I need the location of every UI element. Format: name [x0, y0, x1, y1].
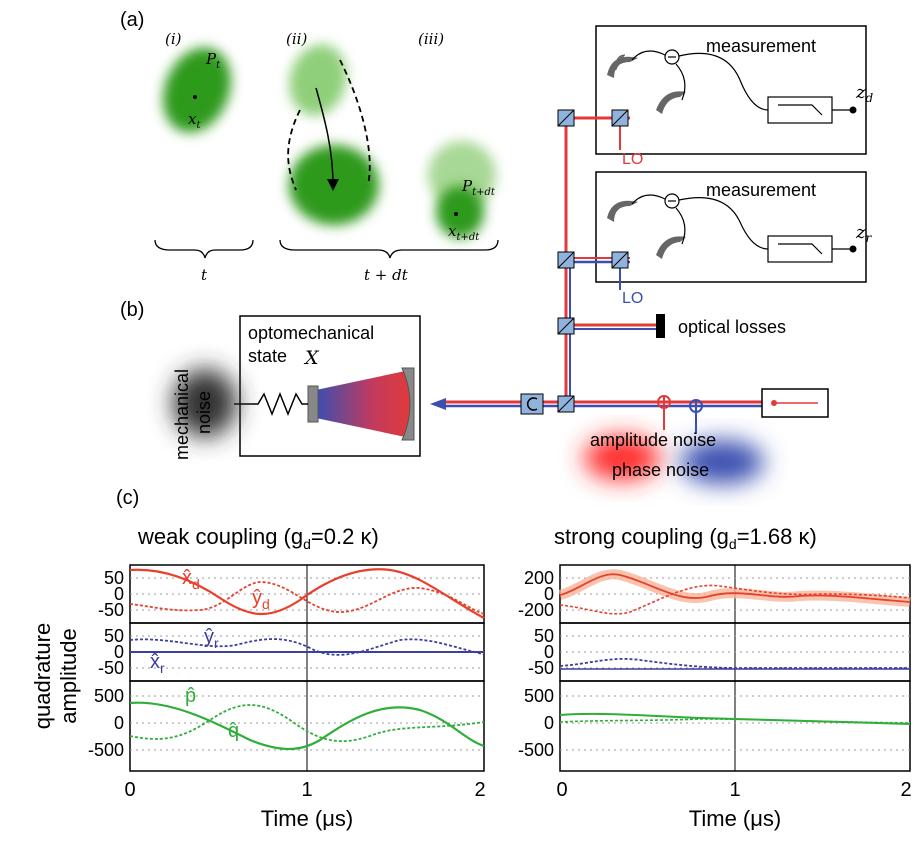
output-zd-label: zd — [855, 82, 873, 105]
svg-text:-500: -500 — [88, 740, 124, 760]
label-yd: ŷd — [252, 587, 270, 612]
left-y-ticks: 50 0 -50 50 0 -50 500 0 -500 — [88, 568, 124, 760]
y-axis-label-1: quadrature — [30, 623, 55, 729]
mechanical-noise-label-1: mechanical — [172, 369, 192, 460]
state-iii-label: (iii) — [418, 30, 444, 48]
optomech-symbol: X — [303, 347, 320, 369]
x-axis-label-left: Time (μs) — [261, 806, 354, 831]
brace-tdt-label: t + dt — [364, 266, 409, 284]
svg-text:0: 0 — [124, 779, 135, 801]
strong-coupling-title: strong coupling (gd=1.68 κ) — [554, 524, 817, 552]
svg-text:-50: -50 — [98, 600, 124, 620]
svg-text:0: 0 — [114, 713, 124, 733]
optomechanical-box — [234, 315, 421, 457]
svg-text:0: 0 — [544, 642, 554, 662]
label-xr: x̂r — [150, 651, 165, 676]
x-tdt-label: xt+dt — [448, 222, 480, 243]
label-p: p̂ — [185, 685, 196, 707]
brace-tdt — [279, 239, 499, 259]
measurement-box-d: measurement — [595, 25, 867, 155]
right-plot-frames — [559, 564, 911, 772]
svg-text:50: 50 — [104, 626, 124, 646]
svg-text:0: 0 — [544, 713, 554, 733]
svg-text:measurement: measurement — [706, 36, 816, 56]
mechanical-noise-label-2: noise — [194, 391, 214, 434]
x-axis-label-right: Time (μs) — [689, 806, 782, 831]
noise-injection-markers — [584, 395, 764, 484]
svg-text:500: 500 — [94, 686, 124, 706]
svg-text:0: 0 — [544, 584, 554, 604]
optomech-title-1: optomechanical — [248, 323, 374, 343]
svg-text:200: 200 — [524, 568, 554, 588]
svg-text:1: 1 — [729, 779, 740, 801]
right-y-ticks: 200 0 -200 50 0 -50 500 0 -500 — [518, 568, 554, 760]
state-ii-distribution — [287, 44, 379, 225]
amplitude-noise-label: amplitude noise — [590, 430, 716, 450]
label-q: q̂ — [228, 720, 239, 742]
panel-c-label: (c) — [116, 487, 139, 509]
x-ticks: 0 1 2 0 1 2 — [124, 779, 911, 801]
weak-coupling-title: weak coupling (gd=0.2 κ) — [137, 524, 379, 552]
svg-text:0: 0 — [556, 779, 567, 801]
right-traces — [558, 569, 911, 725]
lo-label-d: LO — [622, 151, 643, 168]
laser-source — [761, 388, 829, 418]
brace-t — [154, 239, 254, 259]
state-ii-label: (ii) — [286, 30, 307, 48]
svg-text:-500: -500 — [518, 740, 554, 760]
y-axis-label-2: amplitude — [56, 628, 81, 723]
p-tdt-label: Pt+dt — [461, 177, 496, 198]
mechanical-noise-cloud — [173, 369, 237, 437]
label-yr: ŷr — [204, 626, 219, 651]
svg-text:2: 2 — [474, 779, 485, 801]
svg-text:0: 0 — [114, 642, 124, 662]
svg-text:-50: -50 — [528, 658, 554, 678]
panel-a-label: (a) — [120, 9, 144, 31]
p-t-label: Pt — [205, 50, 221, 71]
label-xd: x̂d — [182, 567, 200, 592]
svg-text:50: 50 — [104, 568, 124, 588]
output-zr-label: zr — [855, 222, 872, 245]
lo-label-r: LO — [622, 290, 643, 307]
state-iii-distribution — [428, 141, 496, 238]
optomech-title-2: state — [248, 346, 287, 366]
svg-text:2: 2 — [900, 779, 911, 801]
state-i-label: (i) — [165, 30, 182, 48]
svg-text:1: 1 — [301, 779, 312, 801]
svg-text:-50: -50 — [98, 658, 124, 678]
measurement-box-r: measurement — [595, 171, 867, 283]
panel-b-label: (b) — [120, 299, 144, 321]
svg-text:50: 50 — [534, 626, 554, 646]
left-traces — [129, 568, 485, 750]
svg-text:measurement: measurement — [706, 180, 816, 200]
beam-splitters — [520, 109, 629, 415]
phase-noise-label: phase noise — [612, 460, 709, 480]
svg-text:0: 0 — [114, 584, 124, 604]
svg-text:500: 500 — [524, 686, 554, 706]
brace-t-label: t — [201, 266, 208, 284]
svg-text:-200: -200 — [518, 600, 554, 620]
state-i-distribution — [163, 47, 231, 133]
x-t-label: xt — [188, 110, 201, 131]
optical-losses-label: optical losses — [678, 317, 786, 337]
